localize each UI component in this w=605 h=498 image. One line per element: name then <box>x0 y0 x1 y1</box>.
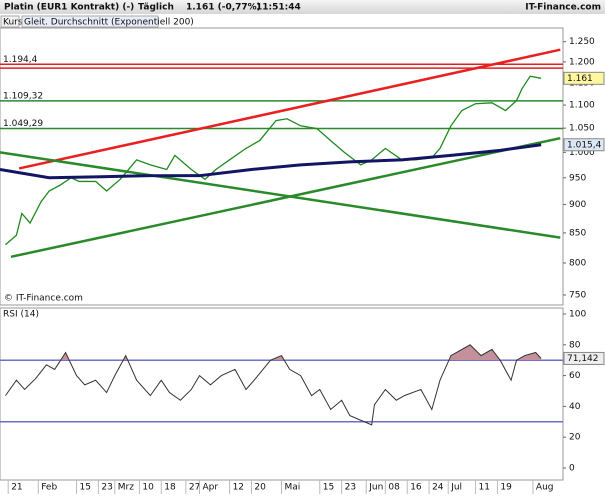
x-tick-label: 27 <box>189 483 200 493</box>
y-tick-label: 60 <box>569 371 581 381</box>
y-tick-label: 1.000 <box>569 148 595 158</box>
h-line-label: 1.049,29 <box>3 119 43 129</box>
current-value-label: 1.161 <box>567 74 593 84</box>
current-value-box <box>563 71 605 85</box>
overbought-fill <box>5 344 542 361</box>
y-tick-label: 1.050 <box>569 124 595 134</box>
copyright: © IT-Finance.com <box>4 294 83 304</box>
current-value-box <box>563 351 605 365</box>
y-tick-label: 20 <box>569 433 581 443</box>
legend-entry: Kurs <box>3 18 23 28</box>
current-value-label: 1.015,4 <box>567 140 602 150</box>
x-tick-label: 21 <box>11 483 22 493</box>
x-tick-label: 10 <box>142 483 154 493</box>
current-value-label: 71,142 <box>567 354 599 364</box>
x-tick-label: 15 <box>80 483 91 493</box>
current-value-box <box>563 138 605 152</box>
y-tick-label: 1.100 <box>569 101 595 111</box>
x-tick-label: 23 <box>101 483 112 493</box>
header-bar <box>0 0 605 14</box>
y-tick-label: 40 <box>569 402 581 412</box>
legend-box <box>21 15 159 28</box>
x-tick-label: Jun <box>368 483 383 493</box>
x-tick-label: 11 <box>479 483 490 493</box>
x-tick-label: 23 <box>345 483 356 493</box>
x-tick-label: 24 <box>432 483 444 493</box>
time: 11:51:44 <box>256 3 301 13</box>
y-tick-label: 80 <box>569 340 581 350</box>
h-line-label: 1.194,4 <box>3 55 38 65</box>
legend-entry: Gleit. Durchschnitt (Exponentiell 200) <box>24 18 194 28</box>
trend-line <box>0 151 561 239</box>
x-tick-label: 20 <box>254 483 266 493</box>
y-tick-label: 950 <box>569 173 586 183</box>
y-tick-label: 800 <box>569 258 586 268</box>
panel-title: RSI (14) <box>3 310 39 320</box>
x-tick-label: 12 <box>233 483 244 493</box>
x-tick-label: 08 <box>388 483 400 493</box>
trend-line <box>18 48 561 170</box>
y-tick-label: 1.250 <box>569 37 595 47</box>
y-tick-label: 850 <box>569 228 586 238</box>
interval: Täglich <box>138 3 174 13</box>
x-tick-label: 18 <box>164 483 176 493</box>
x-tick-label: Feb <box>41 483 57 493</box>
x-tick-label: Mai <box>285 483 301 493</box>
x-tick-label: 19 <box>500 483 512 493</box>
rsi-panel <box>0 307 564 481</box>
y-tick-label: 1.200 <box>569 57 595 67</box>
y-tick-label: 0 <box>569 463 575 473</box>
brand: IT-Finance.com <box>525 3 601 13</box>
legend-box <box>0 15 20 28</box>
x-tick-label: Apr <box>203 483 219 493</box>
title: Platin (EUR1 Kontrakt) (-) <box>4 3 134 13</box>
x-tick-label: Jul <box>450 483 462 493</box>
x-tick-label: 16 <box>410 483 422 493</box>
y-tick-label: 900 <box>569 200 586 210</box>
series-line <box>0 143 542 180</box>
y-tick-label: 750 <box>569 290 586 300</box>
x-tick-label: 15 <box>323 483 334 493</box>
x-tick-label: Aug <box>536 483 554 493</box>
quote: 1.161 (-0,77%) <box>186 3 261 13</box>
x-tick-label: Mrz <box>118 483 134 493</box>
series-line <box>5 344 542 426</box>
h-line-label: 1.109,32 <box>3 91 43 101</box>
trend-line <box>10 136 561 259</box>
y-tick-label: 100 <box>569 310 586 320</box>
